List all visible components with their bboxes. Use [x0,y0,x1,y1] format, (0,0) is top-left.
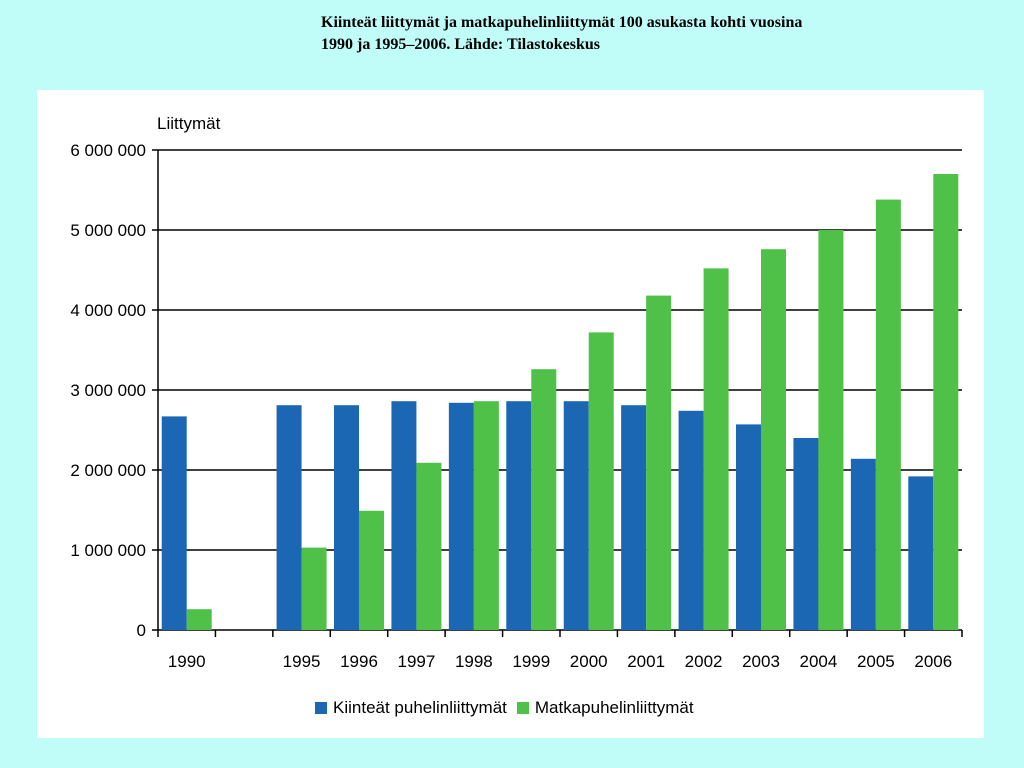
bar-mobile-2005 [875,199,901,630]
y-tick-labels: 0 1 000 000 2 000 000 3 000 000 4 000 000 5 0… [70,141,146,640]
bars-group [161,174,959,630]
bar-mobile-1999 [531,369,557,630]
x-tick-label: 1990 [168,652,206,671]
legend-label-mobile: Matkapuhelinliittymät [534,698,694,717]
legend-item-mobile: Matkapuhelinliittymät [516,698,694,718]
bar-fixed-2005 [850,458,876,630]
bar-chart: Liittymät 0 1 000 000 2 000 000 3 000 000 4 … [70,114,963,671]
axes [157,150,963,637]
bar-fixed-2000 [563,401,589,630]
bar-mobile-2006 [933,174,959,630]
bar-mobile-1998 [473,401,499,630]
y-tick-label: 3 000 000 [70,381,146,400]
x-tick-label: 1996 [340,652,378,671]
y-axis-label: Liittymät [157,114,221,133]
bar-fixed-2006 [908,476,934,630]
x-tick-label: 2000 [570,652,608,671]
bar-mobile-1996 [359,510,384,630]
bar-fixed-2002 [678,410,704,630]
caption-line-1: Kiinteät liittymät ja matkapuhelinliitty… [321,14,803,31]
bar-mobile-1990 [186,609,212,630]
bar-fixed-1996 [334,405,359,630]
bar-mobile-2000 [588,332,614,630]
x-tick-label: 2003 [742,652,780,671]
y-tick-label: 4 000 000 [70,301,146,320]
bar-mobile-2002 [703,268,729,630]
caption-line-2: 1990 ja 1995–2006. Lähde: Tilastokeskus [321,36,601,53]
bar-mobile-2004 [818,230,844,630]
x-tick-label: 2002 [685,652,723,671]
legend: Kiinteät puhelinliittymät Matkapuhelinli… [315,698,694,718]
x-tick-label: 1995 [283,652,321,671]
legend-label-fixed: Kiinteät puhelinliittymät [333,698,507,717]
x-tick-label: 2005 [857,652,895,671]
bar-fixed-2001 [621,405,647,630]
x-tick-label: 2001 [627,652,665,671]
x-tick-label: 2006 [914,652,952,671]
bar-fixed-1990 [161,416,187,630]
x-tick-label: 1998 [455,652,493,671]
y-tick-label: 2 000 000 [70,461,146,480]
x-tick-label: 2004 [800,652,838,671]
bar-fixed-1999 [506,401,532,630]
x-tick-label: 1997 [398,652,436,671]
y-tick-label: 6 000 000 [70,141,146,160]
bar-mobile-1997 [416,462,442,630]
bar-fixed-1997 [391,401,417,630]
y-tick-label: 0 [137,621,146,640]
bar-fixed-1998 [448,402,474,630]
legend-swatch-mobile [516,702,529,714]
legend-item-fixed: Kiinteät puhelinliittymät [315,698,507,718]
bar-mobile-2001 [646,295,672,630]
bar-fixed-2004 [793,438,819,630]
figure-caption: Kiinteät liittymät ja matkapuhelinliitty… [321,12,961,56]
chart-panel: Liittymät 0 1 000 000 2 000 000 3 000 000 4 … [37,90,984,738]
bar-fixed-1995 [276,405,302,630]
bar-mobile-2003 [761,249,786,630]
legend-swatch-fixed [315,702,327,714]
y-tick-label: 1 000 000 [70,541,146,560]
y-tick-label: 5 000 000 [70,221,146,240]
bar-mobile-1995 [301,547,327,630]
x-tick-label: 1999 [512,652,550,671]
x-tick-labels: 1990 1995 1996 1997 1998 1999 2000 2001 2002 2003… [168,652,952,671]
bar-fixed-2003 [736,424,761,630]
